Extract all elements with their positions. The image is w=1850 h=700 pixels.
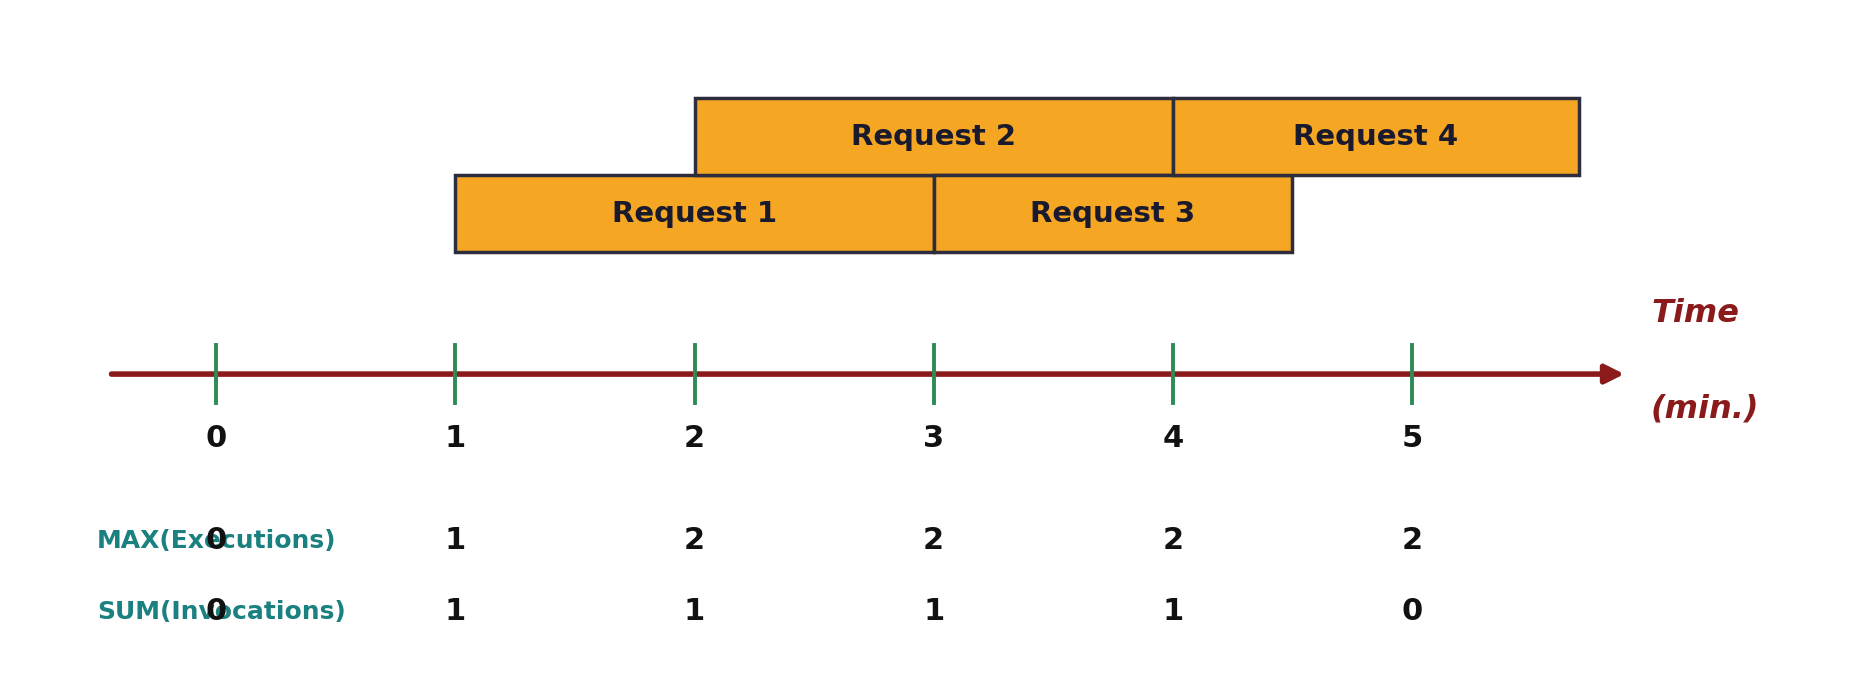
Text: 1: 1 — [444, 526, 466, 556]
Text: 0: 0 — [205, 597, 228, 626]
Text: 2: 2 — [684, 424, 705, 453]
Text: 0: 0 — [1400, 597, 1423, 626]
Text: 1: 1 — [1162, 597, 1184, 626]
Text: 1: 1 — [684, 597, 705, 626]
Text: Request 3: Request 3 — [1030, 199, 1195, 228]
Text: 0: 0 — [205, 424, 228, 453]
Text: Request 1: Request 1 — [612, 199, 777, 228]
Text: 5: 5 — [1400, 424, 1423, 453]
Text: 3: 3 — [923, 424, 944, 453]
Text: 1: 1 — [444, 424, 466, 453]
FancyBboxPatch shape — [934, 175, 1293, 252]
Text: Request 2: Request 2 — [851, 122, 1016, 150]
Text: 1: 1 — [923, 597, 944, 626]
FancyBboxPatch shape — [1173, 98, 1580, 175]
Text: Time: Time — [1650, 298, 1739, 329]
FancyBboxPatch shape — [694, 98, 1173, 175]
Text: 2: 2 — [923, 526, 944, 556]
FancyBboxPatch shape — [455, 175, 934, 252]
Text: SUM(Invocations): SUM(Invocations) — [96, 600, 346, 624]
Text: 1: 1 — [444, 597, 466, 626]
Text: 2: 2 — [684, 526, 705, 556]
Text: 2: 2 — [1162, 526, 1184, 556]
Text: (min.): (min.) — [1650, 393, 1759, 424]
Text: 0: 0 — [205, 526, 228, 556]
Text: 4: 4 — [1162, 424, 1184, 453]
Text: Request 4: Request 4 — [1293, 122, 1458, 150]
Text: MAX(Executions): MAX(Executions) — [96, 529, 337, 553]
Text: 2: 2 — [1400, 526, 1423, 556]
